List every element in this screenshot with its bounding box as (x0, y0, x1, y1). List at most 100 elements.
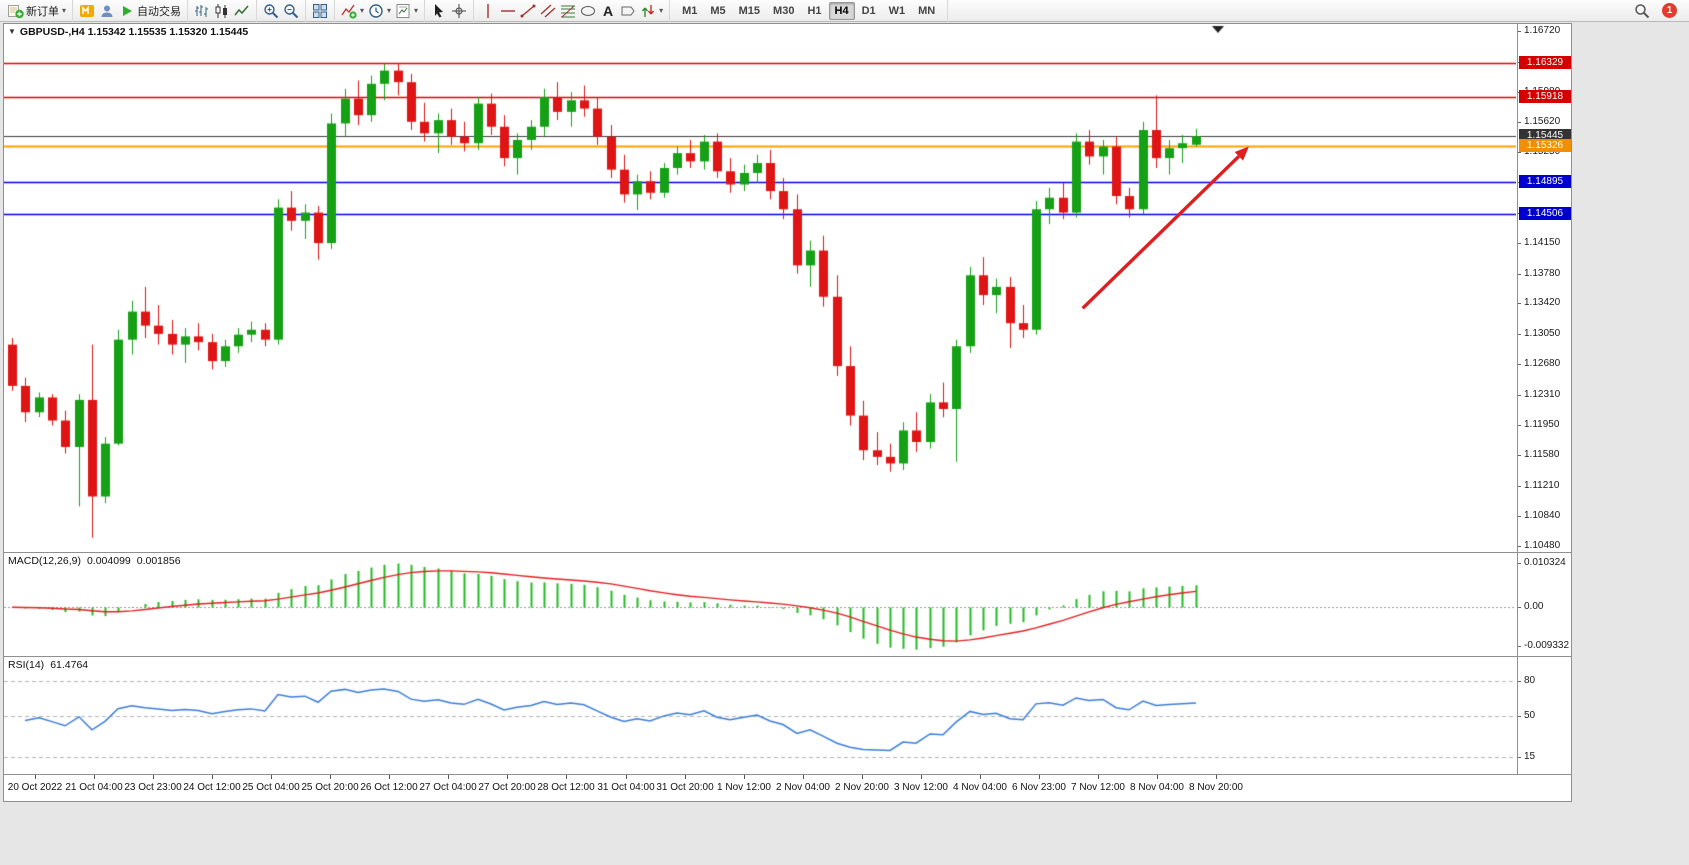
line-chart-button[interactable] (232, 2, 252, 20)
time-tick-mark (1157, 775, 1158, 779)
timeframe-h4-button[interactable]: H4 (828, 1, 855, 20)
metaquotes-button[interactable] (77, 2, 97, 20)
time-tick-mark (1216, 775, 1217, 779)
price-scale[interactable]: 1.167201.163501.159801.156201.152501.148… (1517, 24, 1571, 552)
macd-pane[interactable]: MACD(12,26,9) 0.004099 0.001856 0.010324 0.… (4, 553, 1571, 657)
trendline-icon (520, 3, 536, 19)
periods-button[interactable]: ▾ (366, 2, 393, 20)
scale-tick-mark (1518, 395, 1521, 396)
macd-scale-label: 0.00 (1524, 601, 1544, 612)
chevron-down-icon[interactable]: ▾ (62, 6, 67, 15)
timeframe-m5-button[interactable]: M5 (710, 4, 726, 17)
autotrade-icon (119, 3, 135, 19)
rsi-scale[interactable]: 80 50 15 (1517, 657, 1571, 774)
macd-canvas[interactable] (4, 553, 1516, 656)
chart-title-row: ▼ GBPUSD-,H4 1.15342 1.15535 1.15320 1.15… (8, 26, 248, 38)
bar-chart-button[interactable] (192, 2, 212, 20)
templates-button[interactable]: ▾ (393, 2, 420, 20)
time-tick-label: 24 Oct 12:00 (183, 782, 241, 793)
new-order-button[interactable]: 新订单 ▾ (6, 2, 68, 20)
price-tick-label: 1.11210 (1524, 480, 1560, 491)
zoom-out-button[interactable] (281, 2, 301, 20)
time-tick-label: 6 Nov 23:00 (1012, 782, 1066, 793)
macd-scale-label: -0.009332 (1524, 640, 1570, 651)
price-pane[interactable]: ▼ GBPUSD-,H4 1.15342 1.15535 1.15320 1.15… (4, 24, 1571, 553)
hline-button[interactable] (498, 2, 518, 20)
profile-button[interactable] (97, 2, 117, 20)
time-tick-mark (153, 775, 154, 779)
indicators-button[interactable]: ▾ (339, 2, 366, 20)
label-icon (620, 3, 636, 19)
scale-tick-mark (1518, 364, 1521, 365)
rsi-pane[interactable]: RSI(14) 61.4764 80 50 15 (4, 657, 1571, 775)
time-tick-mark (507, 775, 508, 779)
time-tick-mark (448, 775, 449, 779)
search-icon[interactable] (1632, 2, 1652, 20)
time-tick-mark (389, 775, 390, 779)
scale-tick-mark (1518, 31, 1521, 32)
timeframe-m30-button[interactable]: M30 (773, 4, 795, 17)
time-tick-label: 28 Oct 12:00 (537, 782, 595, 793)
chevron-down-icon[interactable]: ▾ (659, 6, 664, 15)
shapes-button[interactable] (578, 2, 598, 20)
price-tick-label: 1.15620 (1524, 116, 1561, 127)
fibonacci-button[interactable] (558, 2, 578, 20)
price-tick-label: 1.10480 (1524, 540, 1561, 551)
time-tick-mark (330, 775, 331, 779)
price-line-badge[interactable]: 1.15326 (1519, 139, 1571, 152)
price-line-badge[interactable]: 1.15445 (1519, 129, 1571, 142)
timeframe-m15-button[interactable]: M15 (738, 4, 761, 17)
one-click-trading-toggle chevron-down-icon[interactable]: ▼ (8, 27, 16, 36)
zoom-in-button[interactable] (261, 2, 281, 20)
rsi-value: 61.4764 (50, 659, 89, 671)
chart-window[interactable]: ▼ GBPUSD-,H4 1.15342 1.15535 1.15320 1.15… (3, 23, 1572, 802)
timeframe-h1-button[interactable]: H1 (807, 4, 822, 17)
time-tick-mark (1098, 775, 1099, 779)
time-axis[interactable]: 20 Oct 2022 21 Oct 04:00 23 Oct 23:00 24 Oc… (4, 775, 1571, 797)
metaquotes-icon (79, 3, 95, 19)
chevron-down-icon[interactable]: ▾ (414, 6, 419, 15)
time-tick-mark (626, 775, 627, 779)
trendline-button[interactable] (518, 2, 538, 20)
crosshair-button[interactable] (449, 2, 469, 20)
timeframe-m1-button[interactable]: M1 (682, 4, 698, 17)
price-line-badge[interactable]: 1.16329 (1519, 56, 1571, 69)
scale-tick-mark (1518, 122, 1521, 123)
scale-tick-mark (1518, 646, 1521, 647)
candle-chart-button[interactable] (212, 2, 232, 20)
autotrade-button[interactable]: 自动交易 (117, 2, 183, 20)
channel-icon (540, 3, 556, 19)
time-tick-label: 27 Oct 04:00 (419, 782, 477, 793)
price-line-badge[interactable]: 1.14506 (1519, 207, 1571, 220)
timeframe-d1-button[interactable]: D1 (861, 4, 876, 17)
chevron-down-icon[interactable]: ▾ (387, 6, 392, 15)
scale-tick-mark (1518, 681, 1521, 682)
scale-tick-mark (1518, 546, 1521, 547)
timeframe-w1-button[interactable]: W1 (888, 4, 906, 17)
label-button[interactable] (618, 2, 638, 20)
time-tick-label: 2 Nov 20:00 (835, 782, 889, 793)
price-line-badge[interactable]: 1.14895 (1519, 175, 1571, 188)
chevron-down-icon[interactable]: ▾ (360, 6, 365, 15)
timeframe-mn-button[interactable]: MN (918, 4, 936, 17)
notification-badge[interactable]: 1 (1662, 3, 1677, 18)
time-tick-label: 20 Oct 2022 (7, 782, 63, 793)
cursor-icon (431, 3, 447, 19)
price-line-badge[interactable]: 1.15918 (1519, 90, 1571, 103)
bar-chart-icon (194, 3, 210, 19)
channel-button[interactable] (538, 2, 558, 20)
scale-tick-mark (1518, 334, 1521, 335)
price-chart-canvas[interactable] (4, 24, 1516, 552)
vline-icon (480, 3, 496, 19)
text-button[interactable]: A (598, 2, 618, 20)
vline-button[interactable] (478, 2, 498, 20)
macd-scale[interactable]: 0.010324 0.00 -0.009332 (1517, 553, 1571, 656)
tile-windows-icon (312, 3, 328, 19)
time-tick-label: 4 Nov 04:00 (953, 782, 1007, 793)
tile-windows-button[interactable] (310, 2, 330, 20)
rsi-canvas[interactable] (4, 657, 1516, 774)
arrows-button[interactable]: ▾ (638, 2, 665, 20)
price-tick-label: 1.14150 (1524, 237, 1561, 248)
time-tick-mark (921, 775, 922, 779)
cursor-button[interactable] (429, 2, 449, 20)
